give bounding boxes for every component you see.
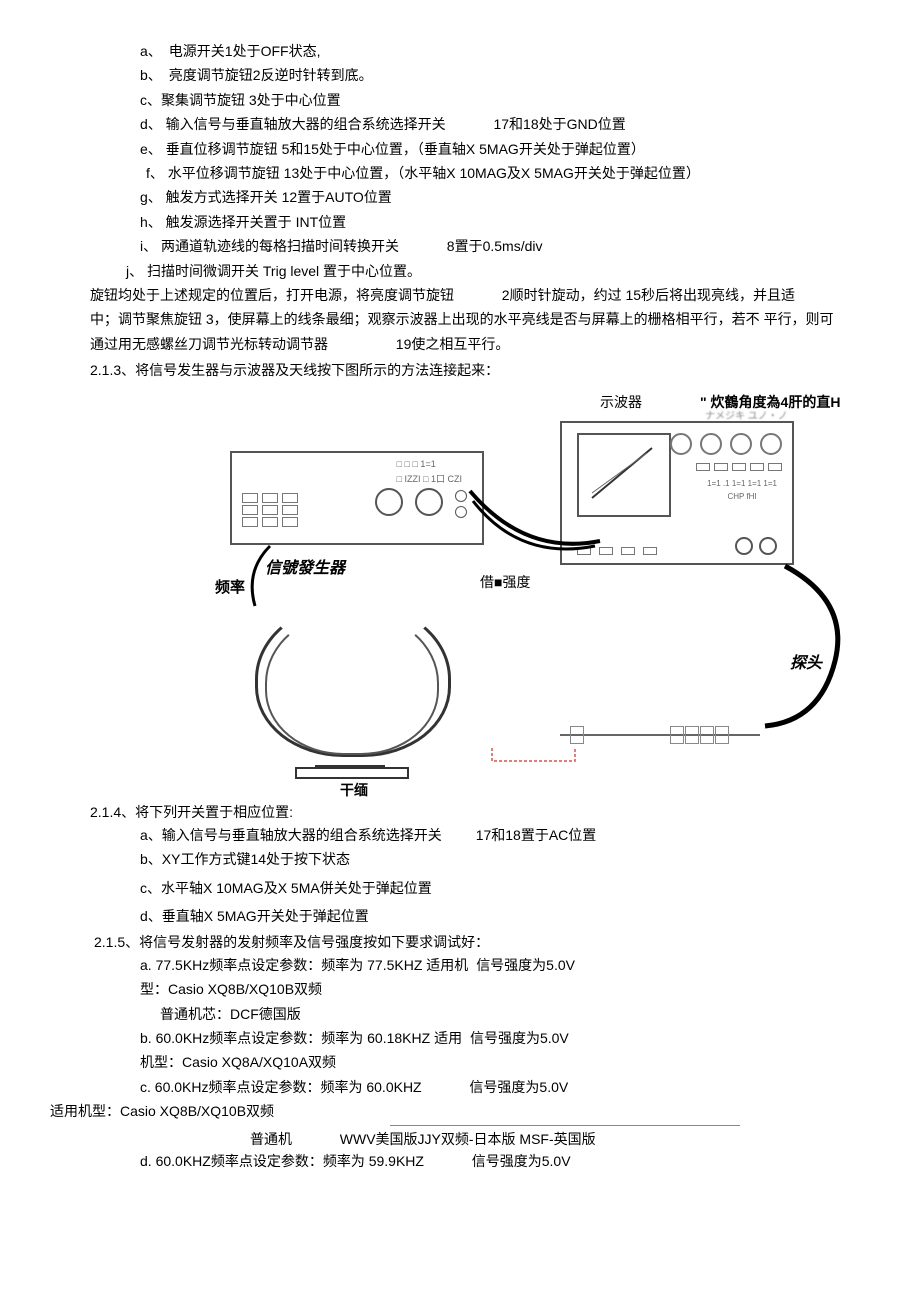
freq-c3: 普通机 WWV美国版JJY双频-日本版 MSF-英国版 xyxy=(250,1128,870,1150)
item-i-prefix: i、 两通道轨迹线的每格扫描时间转换开关 xyxy=(140,238,399,254)
sig-gen-buttons-row2 xyxy=(242,505,298,515)
section-214: 2.1.4、将下列开关置于相应位置: xyxy=(90,801,870,823)
item-d-prefix: d、 输入信号与垂直轴放大器的组合系统选择开关 xyxy=(140,116,446,132)
port-icon xyxy=(759,537,777,555)
freq-b1-text: b. 60.0KHz频率点设定参数：频率为 60.18KHZ 适用 xyxy=(140,1030,462,1046)
freq-b2: 机型：Casio XQ8A/XQ10A双频 xyxy=(140,1051,870,1073)
freq-c1-sig: 信号强度为5.0V xyxy=(469,1079,568,1095)
sig-gen-knobs xyxy=(375,488,467,518)
divider-line xyxy=(390,1125,740,1126)
osc-top-knobs xyxy=(670,433,782,455)
connection-diagram: 示波器 " 炊鶴角度為4肝的直H ナメジキ ユノ・ノ □ □ □ 1=1 □ I… xyxy=(110,391,910,791)
cable-sig-to-osc xyxy=(465,486,605,576)
osc-small-text: 1=1 .1 1=1 1=1 1=1 CHP fHI xyxy=(707,478,777,504)
osc-small-1: 1=1 .1 1=1 1=1 1=1 xyxy=(707,478,777,491)
knob-icon xyxy=(415,488,443,516)
item-f: f、 水平位移调节旋钮 13处于中心位置，（水平轴X 10MAG及X 5MAG开… xyxy=(146,162,870,184)
knob-icon xyxy=(730,433,752,455)
sig-gen-buttons-row3 xyxy=(242,517,298,527)
frequency-label: 频率 xyxy=(215,576,245,600)
para-3b: 19使之相互平行。 xyxy=(396,336,510,352)
osc-switches xyxy=(696,463,782,471)
item-i: i、 两通道轨迹线的每格扫描时间转换开关 8置于0.5ms/div xyxy=(140,235,870,257)
probe-label: 探头 xyxy=(790,651,822,677)
paragraph-focus: 中；调节聚焦旋钮 3，使屏幕上的线条最细；观察示波器上出现的水平亮线是否与屏幕上… xyxy=(90,308,870,330)
antenna-icon: 干缅 xyxy=(255,601,445,761)
freq-c2: 适用机型：Casio XQ8B/XQ10B双频 xyxy=(50,1100,870,1122)
switch-a: a、输入信号与垂直轴放大器的组合系统选择开关 17和18置于AC位置 xyxy=(140,824,870,846)
freq-c1: c. 60.0KHz频率点设定参数：频率为 60.0KHZ 信号强度为5.0V xyxy=(140,1076,870,1098)
signal-generator-label: 信號發生器 xyxy=(265,556,345,582)
paragraph-screwdriver: 通过用无感螺丝刀调节光标转动调节器 19使之相互平行。 xyxy=(90,333,870,355)
sig-top-2: □ IZZI □ 1口 CZI xyxy=(397,472,462,486)
switch-a-suffix: 17和18置于AC位置 xyxy=(476,824,597,846)
freq-a3: 普通机芯：DCF德国版 xyxy=(160,1003,870,1025)
freq-c1-text: c. 60.0KHz频率点设定参数：频率为 60.0KHZ xyxy=(140,1079,422,1095)
freq-a2: 型：Casio XQ8B/XQ10B双频 xyxy=(140,978,870,1000)
section-215: 2.1.5、将信号发射器的发射频率及信号强度按如下要求调试好： xyxy=(94,931,870,953)
sig-gen-buttons-row1 xyxy=(242,493,298,503)
freq-a1-text: a. 77.5KHz频率点设定参数：频率为 77.5KHZ 适用机 xyxy=(140,957,468,973)
section-213: 2.1.3、将信号发生器与示波器及天线按下图所示的方法连接起来： xyxy=(90,359,870,381)
item-j: j、 扫描时间微调开关 Trig level 置于中心位置。 xyxy=(126,260,870,282)
knob-icon xyxy=(670,433,692,455)
switch-d: d、垂直轴X 5MAG开关处于弹起位置 xyxy=(140,905,870,927)
port-icon xyxy=(735,537,753,555)
switch-c: c、水平轴X 10MAG及X 5MA併关处于弹起位置 xyxy=(140,877,870,899)
item-e: e、 垂直位移调节旋钮 5和15处于中心位置，（垂直轴X 5MAG开关处于弹起位… xyxy=(140,138,870,160)
osc-small-2: CHP fHI xyxy=(707,491,777,504)
para-1b: 2顺时针旋动，约过 15秒后将出现亮线，并且适 xyxy=(502,287,795,303)
freq-c3-prefix: 普通机 xyxy=(250,1131,292,1147)
freq-b1-sig: 信号强度为5.0V xyxy=(470,1030,569,1046)
freq-a1-sig: 信号强度为5.0V xyxy=(476,957,575,973)
intensity-label: 借■强度 xyxy=(480,571,530,593)
oscilloscope-label: 示波器 xyxy=(600,391,642,413)
sig-gen-top-text: □ □ □ 1=1 □ IZZI □ 1口 CZI xyxy=(397,457,462,486)
para-3a: 通过用无感螺丝刀调节光标转动调节器 xyxy=(90,336,328,352)
freq-d1: d. 60.0KHZ频率点设定参数：频率为 59.9KHZ 信号强度为5.0V xyxy=(140,1150,870,1172)
item-d: d、 输入信号与垂直轴放大器的组合系统选择开关 17和18处于GND位置 xyxy=(140,113,870,135)
switch-b: b、XY工作方式键14处于按下状态 xyxy=(140,848,870,870)
item-d-suffix: 17和18处于GND位置 xyxy=(493,116,625,132)
freq-a1: a. 77.5KHz频率点设定参数：频率为 77.5KHZ 适用机 信号强度为5… xyxy=(140,954,870,976)
freq-d1-text: d. 60.0KHZ频率点设定参数：频率为 59.9KHZ xyxy=(140,1153,424,1169)
pcb-icon xyxy=(560,726,760,746)
item-b: b、 亮度调节旋钮2反逆时针转到底。 xyxy=(140,64,870,86)
antenna-label: 干缅 xyxy=(340,779,368,801)
item-h: h、 触发源选择开关置于 INT位置 xyxy=(140,211,870,233)
switch-a-prefix: a、输入信号与垂直轴放大器的组合系统选择开关 xyxy=(140,827,442,843)
cable-probe xyxy=(760,561,850,731)
freq-b1: b. 60.0KHz频率点设定参数：频率为 60.18KHZ 适用 信号强度为5… xyxy=(140,1027,870,1049)
knob-icon xyxy=(760,433,782,455)
signal-generator-box: □ □ □ 1=1 □ IZZI □ 1口 CZI xyxy=(230,451,484,545)
freq-c3-suffix: WWV美国版JJY双频-日本版 MSF-英国版 xyxy=(340,1131,596,1147)
sig-top-1: □ □ □ 1=1 xyxy=(397,457,462,471)
para-1a: 旋钮均处于上述规定的位置后，打开电源，将亮度调节旋钮 xyxy=(90,287,454,303)
osc-bottom-right xyxy=(735,537,777,555)
paragraph-knob-adjust: 旋钮均处于上述规定的位置后，打开电源，将亮度调节旋钮 2顺时针旋动，约过 15秒… xyxy=(90,284,870,306)
knob-icon xyxy=(700,433,722,455)
item-c: c、聚集调节旋钮 3处于中心位置 xyxy=(140,89,870,111)
red-bracket-icon xyxy=(490,746,580,766)
knob-icon xyxy=(375,488,403,516)
item-i-suffix: 8置于0.5ms/div xyxy=(447,238,543,254)
freq-d1-sig: 信号强度为5.0V xyxy=(472,1153,571,1169)
item-g: g、 触发方式选择开关 12置于AUTO位置 xyxy=(140,186,870,208)
item-a: a、 电源开关1处于OFF状态, xyxy=(140,40,870,62)
